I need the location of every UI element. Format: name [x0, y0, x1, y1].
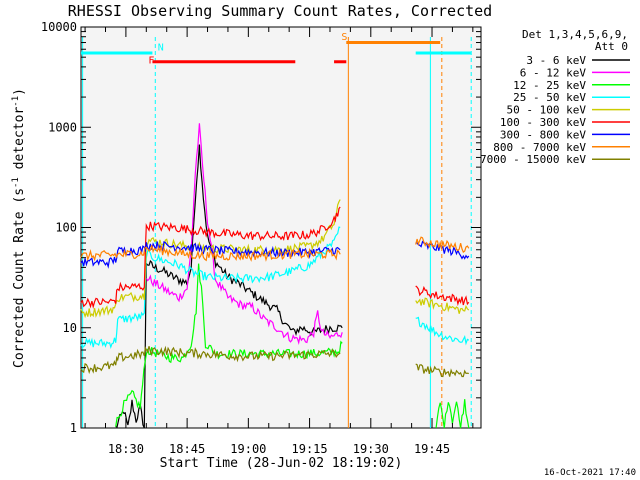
series-line [80, 226, 341, 349]
series-line [415, 236, 470, 254]
y-label-sup: -1 [11, 177, 21, 188]
legend-label: 300 - 800 keV [500, 128, 586, 141]
y-axis: 1 10 100 1000 10000 [41, 20, 481, 435]
y-tick-label: 10 [63, 321, 77, 335]
flag-lines: NF S [81, 32, 471, 67]
flag-label: F [148, 56, 154, 67]
flag-label: N [158, 43, 164, 54]
x-tick-label: 19:45 [414, 442, 450, 456]
legend-label: 50 - 100 keV [507, 104, 587, 117]
legend-label: 7000 - 15000 keV [480, 153, 586, 166]
series-line [80, 245, 341, 262]
chart-title: RHESSI Observing Summary Count Rates, Co… [68, 2, 492, 20]
legend-header-2: Att 0 [595, 40, 628, 53]
series-line [415, 297, 470, 314]
y-label-mid: detector [12, 107, 27, 178]
series-line [415, 285, 470, 307]
series-lines [80, 123, 470, 429]
legend-label: 12 - 25 keV [513, 79, 586, 92]
series-line [415, 363, 469, 378]
x-tick-label: 18:45 [169, 442, 205, 456]
flag-label: S [341, 32, 347, 43]
series-line [80, 241, 341, 269]
y-label-end: ) [12, 88, 27, 96]
series-line [415, 316, 470, 346]
x-tick-label: 19:00 [230, 442, 266, 456]
x-axis: 18:30 18:45 19:00 19:15 19:30 19:45 [84, 27, 474, 456]
x-tick-label: 19:15 [292, 442, 328, 456]
plot-area [80, 26, 482, 429]
series-line [145, 123, 343, 345]
y-label-sup2: -1 [11, 96, 21, 107]
y-label-main: Corrected Count Rate (s [12, 188, 27, 368]
plot-timestamp: 16-Oct-2021 17:40 [544, 468, 636, 478]
eclipse-lines [82, 37, 472, 428]
series-line [80, 345, 341, 375]
y-tick-label: 1000 [48, 120, 77, 134]
legend-label: 6 - 12 keV [520, 66, 587, 79]
y-tick-label: 100 [55, 221, 77, 235]
y-tick-label: 10000 [41, 20, 77, 34]
x-axis-label: Start Time (28-Jun-02 18:19:02) [160, 456, 403, 471]
x-tick-label: 19:30 [353, 442, 389, 456]
legend-label: 3 - 6 keV [526, 54, 586, 67]
legend-label: 25 - 50 keV [513, 91, 586, 104]
legend-label: 800 - 7000 keV [493, 141, 586, 154]
legend-label: 100 - 300 keV [500, 116, 586, 129]
series-line [80, 206, 341, 309]
legend-header-1: Det 1,3,4,5,6,9, [522, 28, 628, 41]
series-line [115, 144, 343, 429]
y-tick-label: 1 [70, 421, 77, 435]
series-line [80, 199, 341, 319]
y-axis-label: Corrected Count Rate (s-1 detector-1) [11, 88, 27, 368]
x-tick-label: 18:30 [108, 442, 144, 456]
